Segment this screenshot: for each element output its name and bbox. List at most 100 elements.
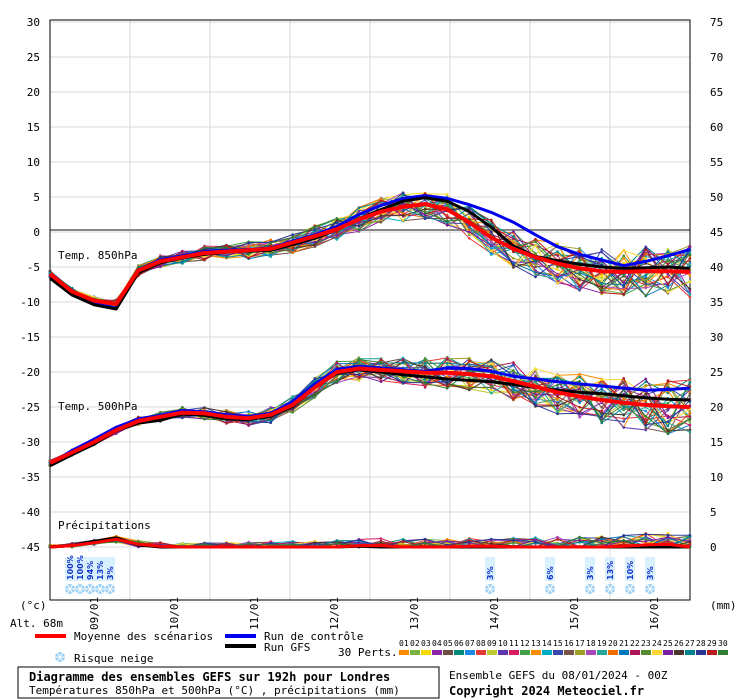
pert-swatch	[520, 650, 530, 655]
t850-pert-line-point	[600, 248, 603, 251]
t500-pert-line-point	[600, 387, 603, 391]
precip-pert-line-point	[600, 537, 603, 541]
t850-pert-line-point	[48, 269, 52, 273]
snowflake-icon	[485, 584, 495, 594]
t500-pert-line-point	[247, 410, 250, 413]
right-tick-label: 25	[710, 366, 723, 379]
t500-pert-line-point	[556, 386, 559, 389]
left-axis-ticks: 30 25 20 15 10 5 0 -5 -10 -15 -20 -25 -30 -35 -40 -45	[20, 16, 40, 554]
right-tick-label: 65	[710, 86, 723, 99]
t850-pert-line-point	[600, 276, 603, 280]
t500-pert-line-point	[335, 361, 339, 364]
t500-pert-line-point	[534, 392, 537, 396]
precip-pert-line-point	[688, 540, 692, 544]
precip-pert-line-point	[600, 541, 603, 545]
t850-pert-line-point	[622, 249, 625, 252]
t850-pert-line-point	[247, 256, 250, 260]
t500-pert-line-point	[600, 409, 603, 413]
t500-pert-line-point	[644, 392, 648, 395]
t850-pert-line-point	[578, 278, 581, 281]
right-tick-label: 30	[710, 331, 723, 344]
t850-pert-line-point	[203, 258, 206, 262]
t850-pert-line-point	[490, 249, 493, 253]
pert-swatch	[630, 650, 640, 655]
t500-pert-line-point	[578, 387, 581, 391]
t850-pert-line-point	[269, 255, 273, 258]
t850-pert-line-point	[622, 288, 625, 292]
pert-number: 14	[542, 639, 552, 648]
t500-pert-line-point	[512, 361, 515, 364]
precip-pert-line-point	[181, 542, 184, 545]
right-tick-label: 40	[710, 261, 723, 274]
t500-pert-line-point	[644, 409, 648, 413]
t500-pert-line-point	[534, 403, 537, 407]
precip-pert-line-point	[357, 538, 361, 542]
t850-pert-line-point	[269, 238, 273, 242]
t500-pert-line-point	[688, 430, 692, 434]
x-tick-label: 11/01	[248, 597, 261, 630]
legend-perts-label: 30 Perts.	[338, 646, 398, 659]
t500-pert-line-point	[666, 416, 670, 419]
t500-pert-line-point	[688, 411, 692, 415]
t500-pert-line-point	[688, 380, 692, 384]
t850-pert-line-point	[445, 213, 449, 217]
x-tick-label: 14/01	[488, 597, 501, 630]
t850-pert-line-point	[159, 265, 162, 269]
right-tick-label: 70	[710, 51, 723, 64]
pert-number: 27	[685, 639, 695, 648]
pert-swatch	[421, 650, 431, 655]
pert-number: 12	[520, 639, 530, 648]
pert-number: 16	[564, 639, 574, 648]
t850-pert-line-point	[556, 254, 559, 257]
t500-pert-line-point	[291, 411, 295, 414]
left-tick-label: -45	[20, 541, 40, 554]
snow-risk-bg	[485, 557, 495, 581]
x-tick-label: 12/01	[328, 597, 341, 630]
t500-pert-line-point	[357, 362, 361, 366]
t850-pert-line-point	[490, 230, 493, 234]
t850-pert-line-point	[490, 218, 493, 222]
t850-pert-line-point	[512, 237, 515, 241]
t850-pert-line-point	[335, 233, 339, 237]
snowflake-icon	[65, 584, 75, 594]
t850-pert-line-point	[423, 217, 427, 220]
t850-pert-line-point	[181, 249, 184, 253]
t850-pert-line-point	[688, 253, 692, 257]
pert-swatch	[465, 650, 475, 655]
t850-pert-line-point	[622, 285, 625, 289]
t500-pert-line-point	[203, 417, 206, 421]
precip-pert-line-point	[401, 540, 405, 543]
pert-number: 08	[476, 639, 486, 648]
precip-pert-line-point	[666, 531, 670, 535]
precip-pert-line-point	[578, 540, 581, 544]
x-tick-label: 16/01	[648, 597, 661, 630]
t850-pert-line-point	[313, 225, 317, 229]
precip-pert-line-point	[578, 535, 581, 539]
t500-pert-line-point	[512, 369, 515, 372]
pert-number: 30	[718, 639, 728, 648]
t500-pert-line-point	[688, 392, 692, 395]
precip-mean-line	[49, 537, 691, 549]
right-tick-label: 50	[710, 191, 723, 204]
t850-pert-line-point	[512, 230, 515, 233]
left-tick-label: 10	[27, 156, 40, 169]
right-tick-label: 20	[710, 401, 723, 414]
t500-pert-line-point	[534, 380, 537, 384]
t850-pert-line-point	[688, 264, 692, 268]
t850-pert-line-point	[666, 275, 670, 279]
x-tick-label: 15/01	[568, 597, 581, 630]
t500-pert-line-point	[423, 361, 427, 365]
pert-number: 17	[575, 639, 585, 648]
pert-number: 24	[652, 639, 662, 648]
t500-pert-line-point	[468, 376, 471, 380]
precip-pert-line-point	[622, 539, 625, 542]
t850-pert-line-point	[578, 284, 581, 288]
t500-pert-line-point	[490, 362, 493, 365]
t500-pert-line-point	[357, 373, 361, 376]
t500-pert-line-point	[688, 417, 692, 421]
t850-pert-line-point	[291, 233, 295, 236]
t500-pert-line-point	[468, 386, 471, 390]
right-axis-unit: (mm)	[710, 599, 737, 612]
t850-pert-line-point	[313, 240, 317, 244]
t850-pert-line-point	[379, 216, 383, 220]
